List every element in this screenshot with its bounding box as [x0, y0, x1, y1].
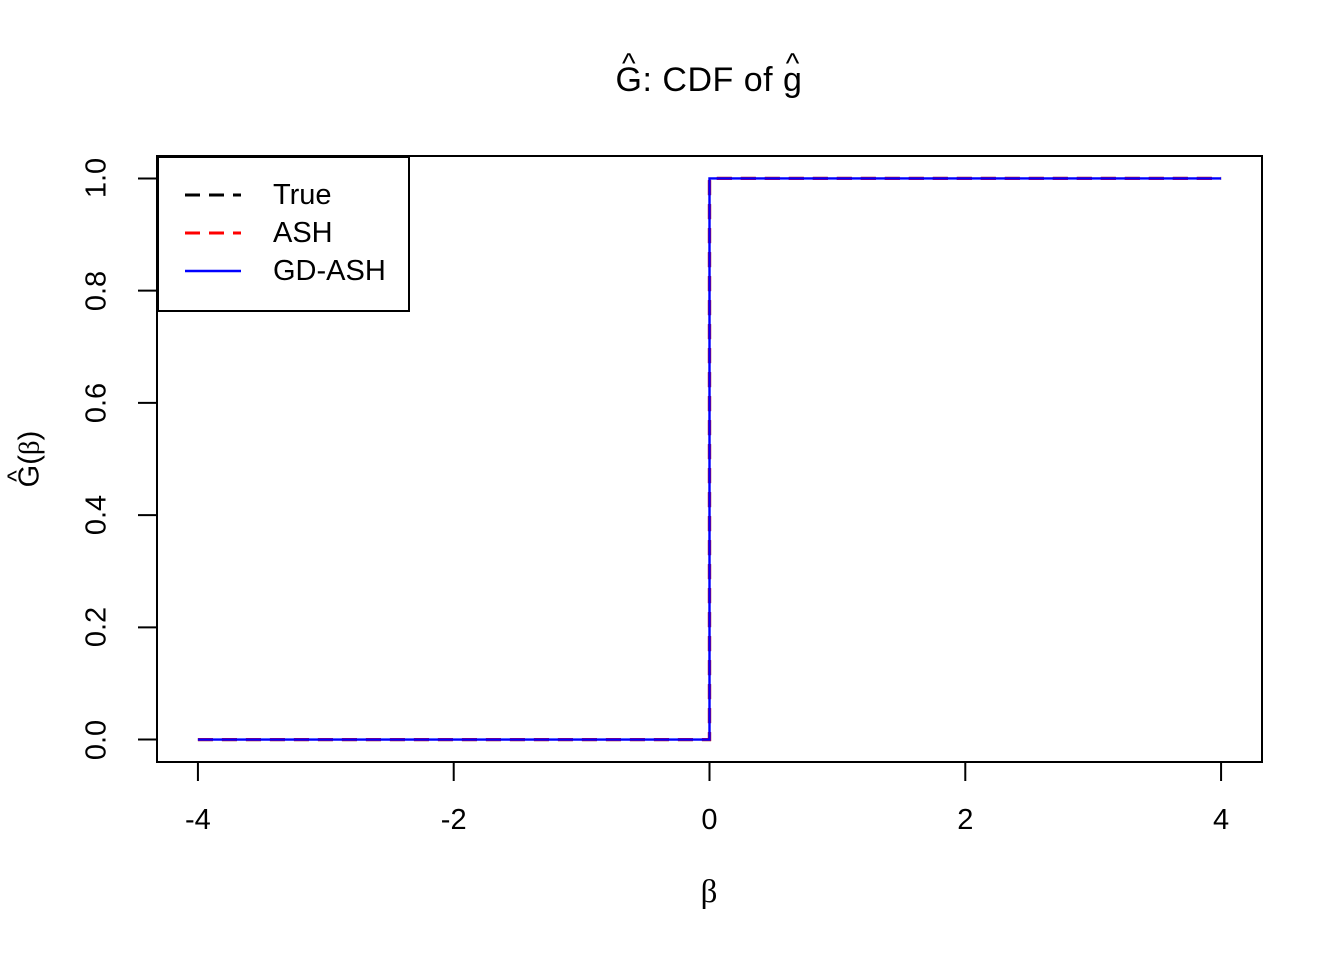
hatted-letter: ^ g	[783, 49, 803, 99]
x-axis-label: β	[701, 876, 718, 909]
x-tick-label: -4	[185, 804, 211, 836]
y-tick-label: 1.0	[80, 158, 113, 199]
hatted-base: g	[783, 61, 803, 99]
y-axis-label: ^ G(β)	[3, 430, 46, 488]
hatted-letter: ^ G	[615, 49, 643, 99]
y-tick-label: 0.0	[80, 719, 113, 760]
legend: True ASH GD-ASH	[157, 156, 410, 312]
series-line-gd-ash	[197, 177, 1222, 741]
hat-accent: ^	[621, 47, 637, 80]
legend-key-line-true	[185, 193, 241, 197]
legend-label: True	[273, 178, 332, 211]
hat-accent: ^	[785, 47, 800, 80]
y-tick-label: 0.4	[80, 494, 113, 536]
hat-accent: ^	[3, 470, 31, 482]
x-tick-label: 2	[957, 804, 974, 836]
hatted-letter: ^ G	[3, 465, 45, 488]
hatted-base: G	[615, 61, 643, 99]
x-tick-label: 4	[1212, 804, 1230, 836]
greek-letter: β	[13, 440, 46, 456]
y-tick-label: 0.8	[80, 270, 113, 311]
legend-item: ASH	[159, 214, 408, 252]
x-tick-label: -2	[440, 804, 467, 836]
legend-label: GD-ASH	[273, 254, 386, 287]
label-text: (	[13, 455, 46, 465]
y-tick-label: 0.6	[80, 382, 113, 424]
chart-title: ^ G: CDF of ^ g	[615, 49, 803, 99]
label-text: )	[13, 430, 46, 441]
legend-item: GD-ASH	[159, 252, 408, 290]
legend-key-line-ash	[185, 231, 241, 235]
x-tick-label: 0	[701, 804, 718, 836]
x-axis-label-text: β	[700, 874, 718, 910]
y-tick-label: 0.2	[80, 607, 113, 648]
legend-label: ASH	[273, 216, 333, 249]
legend-key-line-gd-ash	[185, 269, 241, 273]
legend-item: True	[159, 176, 408, 214]
label-text: : CDF of	[642, 61, 784, 99]
